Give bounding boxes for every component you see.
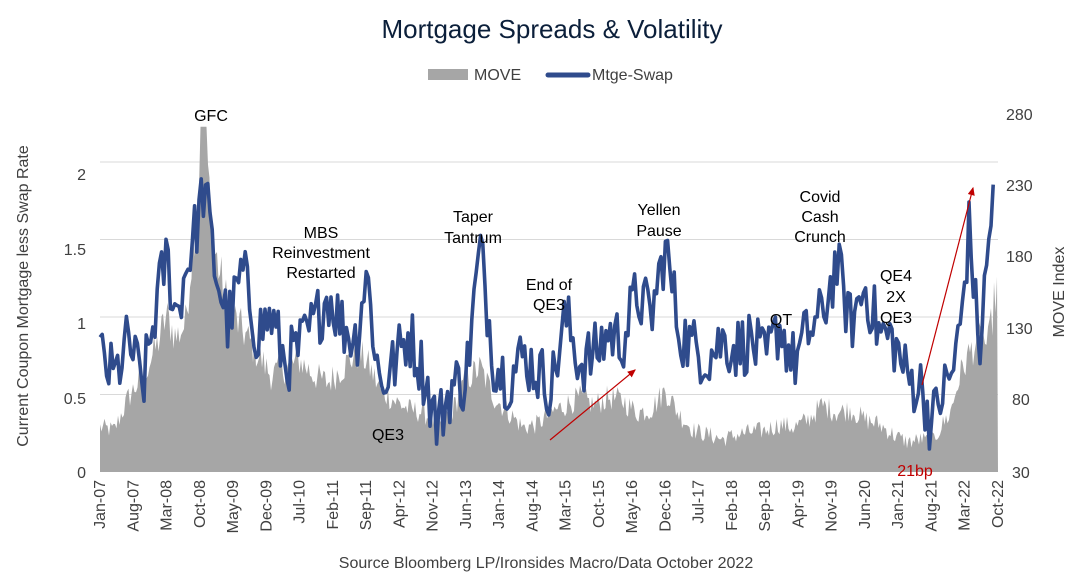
left-axis-label: Current Coupon Mortgage less Swap Rate — [15, 145, 32, 447]
annotation-qe3-end: QE3 — [533, 297, 565, 314]
x-tick-label: May-16 — [624, 480, 641, 533]
x-tick-label: Sep-11 — [358, 480, 375, 531]
right-tick-label: 280 — [1006, 107, 1033, 124]
annotation-gfc: GFC — [194, 108, 228, 125]
x-tick-label: Dec-16 — [657, 480, 674, 532]
left-tick-label: 0.5 — [64, 391, 86, 408]
legend-label-move: MOVE — [474, 67, 521, 84]
legend-swatch-move — [428, 69, 468, 80]
x-tick-label: Aug-07 — [125, 480, 142, 532]
trend-arrow-2022 — [921, 186, 975, 386]
x-tick-label: Nov-12 — [425, 480, 442, 532]
annotation-qe4: QE4 — [880, 268, 912, 285]
x-tick-label: Jan-14 — [491, 480, 508, 529]
x-tick-label: Aug-21 — [924, 480, 941, 532]
x-tick-label: Apr-12 — [391, 480, 408, 528]
x-tick-label: Jun-13 — [458, 480, 475, 529]
x-tick-label: Jul-17 — [691, 480, 708, 524]
legend-label-mtge-swap: Mtge-Swap — [592, 67, 673, 84]
right-axis-ticks: 30 80 130 180 230 280 — [1006, 107, 1033, 482]
left-axis-ticks: 0 0.5 1 1.5 2 — [64, 167, 86, 482]
x-tick-label: Oct-08 — [192, 480, 209, 528]
left-tick-label: 0 — [77, 465, 86, 482]
left-tick-label: 2 — [77, 167, 86, 184]
x-tick-label: Oct-15 — [591, 480, 608, 528]
left-tick-label: 1 — [77, 316, 86, 333]
annotation-21bp: 21bp — [897, 463, 933, 480]
annotation-qe3-2x: QE3 — [880, 310, 912, 327]
x-tick-label: May-09 — [225, 480, 242, 533]
annotation-yellen: Yellen — [637, 202, 680, 219]
move-series-area — [100, 126, 998, 472]
x-tick-label: Feb-18 — [724, 480, 741, 531]
annotation-covid: Covid — [800, 189, 841, 206]
right-tick-label: 230 — [1006, 178, 1033, 195]
annotation-taper: Taper — [453, 209, 494, 226]
x-tick-label: Sep-18 — [757, 480, 774, 532]
x-tick-label: Mar-15 — [558, 480, 575, 531]
mtge-swap-series-line — [98, 177, 995, 451]
annotation-qt: QT — [770, 312, 792, 329]
annotation-qe3: QE3 — [372, 427, 404, 444]
legend: MOVE Mtge-Swap — [428, 67, 673, 84]
chart-source: Source Bloomberg LP/Ironsides Macro/Data… — [339, 555, 754, 572]
x-tick-label: Feb-11 — [325, 480, 342, 530]
annotation-tantrum: Tantrum — [444, 230, 502, 247]
x-tick-label: Nov-19 — [824, 480, 841, 532]
right-axis-label: MOVE Index — [1051, 247, 1068, 338]
x-tick-label: Dec-09 — [258, 480, 275, 532]
annotations: GFC MBS Reinvestment Restarted Taper Tan… — [194, 108, 933, 480]
x-tick-label: Oct-22 — [990, 480, 1007, 528]
x-tick-label: Aug-14 — [524, 480, 541, 532]
left-tick-label: 1.5 — [64, 242, 86, 259]
annotation-reinvestment: Reinvestment — [272, 245, 370, 262]
trend-arrow-2015 — [549, 369, 636, 441]
x-tick-label: Jan-07 — [92, 480, 109, 529]
x-tick-label: Mar-22 — [957, 480, 974, 531]
right-tick-label: 80 — [1012, 392, 1030, 409]
x-tick-label: Mar-08 — [159, 480, 176, 531]
annotation-2x: 2X — [886, 289, 906, 306]
annotation-mbs: MBS — [304, 225, 339, 242]
x-tick-label: Jun-20 — [857, 480, 874, 529]
annotation-end-of: End of — [526, 277, 573, 294]
x-tick-label: Jul-10 — [292, 480, 309, 524]
annotation-pause: Pause — [636, 223, 681, 240]
annotation-crunch: Crunch — [794, 229, 846, 246]
x-axis-ticks: Jan-07 Aug-07 Mar-08 Oct-08 May-09 Dec-09 Jul-… — [92, 480, 1007, 533]
annotation-restarted: Restarted — [286, 265, 355, 282]
right-tick-label: 130 — [1006, 321, 1033, 338]
x-tick-label: Apr-19 — [790, 480, 807, 528]
right-tick-label: 30 — [1012, 465, 1030, 482]
right-tick-label: 180 — [1006, 249, 1033, 266]
chart-title: Mortgage Spreads & Volatility — [381, 14, 722, 44]
annotation-cash: Cash — [801, 209, 838, 226]
x-tick-label: Jan-21 — [890, 480, 907, 529]
